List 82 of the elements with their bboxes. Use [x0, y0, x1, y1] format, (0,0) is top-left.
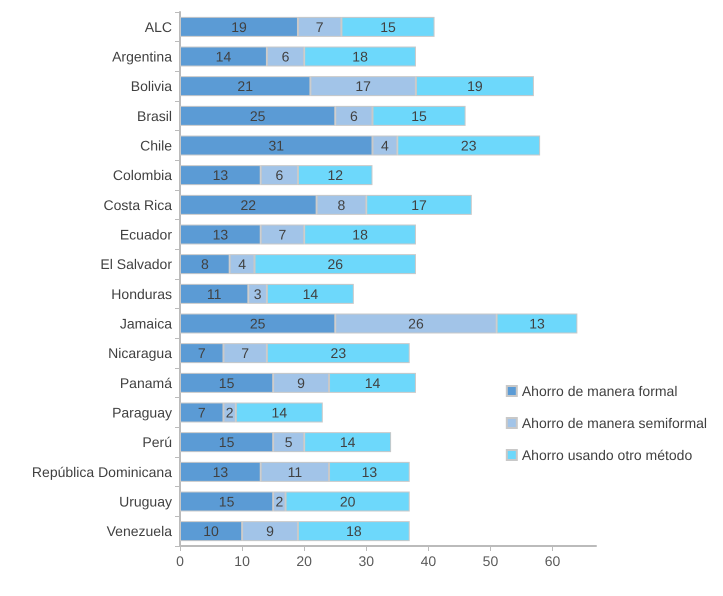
data-label: 13	[212, 464, 228, 480]
x-tick-label: 30	[358, 553, 374, 569]
data-label: 13	[212, 167, 228, 184]
x-tick-label: 0	[176, 553, 184, 569]
x-tick-label: 50	[482, 553, 498, 569]
data-label: 14	[216, 48, 232, 64]
y-tick-label: ALC	[144, 18, 172, 35]
y-tick-label: Bolivia	[130, 78, 172, 94]
data-label: 11	[288, 464, 302, 480]
y-tick-label: República Dominicana	[32, 464, 172, 480]
data-label: 13	[529, 316, 546, 332]
data-label: 17	[355, 78, 372, 94]
x-tick-label: 10	[234, 553, 250, 569]
data-label: 4	[238, 256, 246, 272]
data-label: 25	[250, 316, 266, 332]
data-label: 19	[231, 18, 247, 35]
data-label: 25	[250, 108, 266, 124]
y-tick-label: Jamaica	[120, 316, 172, 332]
data-label: 2	[226, 404, 234, 420]
data-label: 6	[282, 48, 290, 64]
data-label: 15	[380, 18, 396, 35]
data-label: 18	[352, 226, 368, 242]
y-tick-label: Uruguay	[119, 494, 172, 510]
data-label: 8	[200, 256, 209, 272]
data-label: 20	[340, 494, 356, 510]
legend-label: Ahorro de manera formal	[522, 383, 678, 399]
data-label: 7	[241, 345, 250, 362]
data-label: 7	[316, 18, 324, 35]
data-label: 5	[284, 434, 293, 450]
data-label: 23	[460, 138, 477, 154]
data-label: 14	[302, 286, 318, 302]
data-label: 15	[218, 434, 235, 450]
y-tick-label: Ecuador	[120, 226, 172, 242]
x-tick-label: 40	[420, 553, 436, 569]
data-label: 12	[327, 167, 344, 184]
legend-label: Ahorro de manera semiformal	[522, 415, 707, 431]
data-label: 18	[352, 48, 368, 64]
data-label: 17	[411, 196, 428, 213]
x-tick-label: 60	[544, 553, 561, 569]
data-label: 23	[330, 345, 346, 362]
y-tick-label: Nicaragua	[108, 345, 172, 362]
y-tick-label: Paraguay	[112, 404, 172, 420]
legend-label: Ahorro usando otro método	[522, 447, 692, 463]
data-label: 7	[198, 404, 206, 420]
data-label: 14	[340, 434, 356, 450]
y-tick-label: El Salvador	[100, 256, 172, 272]
data-label: 15	[218, 494, 235, 510]
y-tick-label: Chile	[140, 138, 172, 154]
data-label: 7	[198, 345, 206, 362]
data-label: 19	[467, 78, 483, 94]
y-tick-label: Brasil	[136, 108, 172, 124]
y-tick-label: Panamá	[120, 374, 172, 391]
data-label: 13	[212, 226, 228, 242]
data-label: 14	[364, 374, 380, 391]
data-label: 8	[338, 196, 346, 213]
data-label: 21	[237, 78, 254, 94]
data-label: 14	[272, 404, 288, 420]
y-tick-label: Perú	[142, 434, 172, 450]
data-label: 6	[350, 108, 358, 124]
data-label: 9	[297, 374, 306, 391]
data-label: 18	[346, 523, 362, 540]
data-label: 15	[411, 108, 428, 124]
data-label: 7	[278, 226, 287, 242]
data-label: 11	[206, 286, 222, 302]
data-label: 4	[380, 138, 389, 154]
data-label: 15	[218, 374, 235, 391]
y-tick-label: Argentina	[112, 48, 172, 64]
data-label: 26	[327, 256, 344, 272]
data-label: 22	[240, 196, 256, 213]
y-tick-label: Venezuela	[106, 523, 172, 540]
y-tick-label: Honduras	[111, 286, 172, 302]
data-label: 31	[268, 138, 284, 154]
y-tick-label: Costa Rica	[104, 196, 172, 213]
data-label: 2	[275, 494, 284, 510]
data-label: 9	[266, 523, 274, 540]
y-tick-label: Colombia	[112, 167, 172, 184]
data-label: 13	[362, 464, 378, 480]
x-tick-label: 20	[296, 553, 312, 569]
data-label: 3	[254, 286, 262, 302]
data-label: 6	[275, 167, 284, 184]
data-label: 10	[203, 523, 220, 540]
data-label: 26	[408, 316, 424, 332]
